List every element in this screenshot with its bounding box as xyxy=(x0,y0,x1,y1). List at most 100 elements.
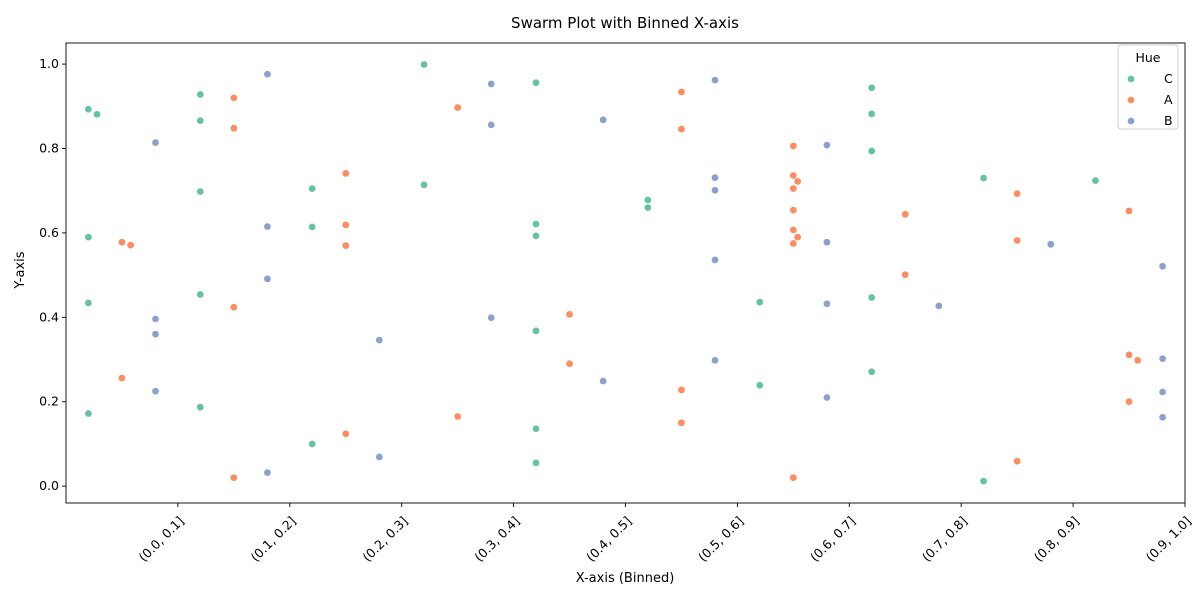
data-point-c xyxy=(1091,176,1100,185)
x-tick-label: (0.4, 0.5] xyxy=(583,513,634,564)
data-point-c xyxy=(979,477,988,485)
data-point-b xyxy=(375,453,384,461)
data-point-a xyxy=(793,177,802,186)
data-point-c xyxy=(308,440,317,448)
data-point-c xyxy=(532,78,540,87)
data-point-c xyxy=(84,233,93,241)
data-point-a xyxy=(230,473,238,482)
data-point-b xyxy=(263,275,272,283)
data-point-c xyxy=(755,381,764,390)
x-tick-label: (0.5, 0.6] xyxy=(695,513,746,564)
y-tick-label: 0.4 xyxy=(39,309,59,324)
y-tick-label: 0.8 xyxy=(39,141,59,156)
data-point-b xyxy=(1158,354,1167,363)
data-point-c xyxy=(308,223,317,231)
data-point-a xyxy=(901,270,910,279)
data-point-c xyxy=(84,409,93,418)
x-tick-label: (0.6, 0.7] xyxy=(807,513,858,564)
data-point-a xyxy=(118,238,126,247)
data-point-c xyxy=(84,299,93,307)
data-point-a xyxy=(1133,356,1142,365)
data-point-b xyxy=(1158,413,1167,422)
data-point-c xyxy=(420,60,428,69)
x-tick-label: (0.7, 0.8] xyxy=(919,513,970,564)
data-point-b xyxy=(1158,388,1167,396)
y-tick-label: 0.0 xyxy=(39,478,59,493)
legend-box xyxy=(1117,44,1179,130)
data-point-b xyxy=(1046,240,1055,249)
y-tick-label: 1.0 xyxy=(39,56,59,71)
data-point-a xyxy=(453,103,462,112)
data-point-c xyxy=(644,203,652,212)
data-point-b xyxy=(487,121,496,129)
data-point-b xyxy=(1158,262,1167,271)
data-point-c xyxy=(93,110,101,119)
x-tick-label: (0.1, 0.2] xyxy=(247,513,298,564)
data-point-a xyxy=(677,418,686,427)
data-point-b xyxy=(711,76,719,84)
data-point-c xyxy=(420,180,428,189)
data-point-c xyxy=(867,147,876,155)
data-point-b xyxy=(711,173,719,182)
data-point-b xyxy=(711,186,719,195)
data-point-a xyxy=(1125,207,1133,215)
data-point-a xyxy=(789,184,798,193)
data-point-c xyxy=(532,424,540,433)
data-point-c xyxy=(867,367,876,376)
data-point-a xyxy=(230,124,238,133)
x-tick-label: (0.3, 0.4] xyxy=(471,513,522,564)
data-point-b xyxy=(263,468,272,477)
data-point-b xyxy=(934,302,943,310)
data-point-a xyxy=(789,171,798,180)
legend-label: B xyxy=(1164,113,1173,128)
data-point-b xyxy=(823,238,831,247)
data-point-a xyxy=(1125,351,1133,359)
legend-marker xyxy=(1127,96,1135,104)
y-axis-title: Y-axis xyxy=(13,251,28,289)
legend: Hue CAB xyxy=(1117,44,1179,130)
x-tick-label: (0.0, 0.1] xyxy=(136,513,187,564)
points-layer xyxy=(84,60,1167,485)
data-point-b xyxy=(487,80,496,88)
legend-label: C xyxy=(1164,71,1173,86)
data-point-a xyxy=(677,125,686,133)
data-point-c xyxy=(644,196,652,204)
data-point-a xyxy=(230,94,238,102)
data-point-c xyxy=(532,220,540,228)
data-point-a xyxy=(789,473,798,482)
data-point-c xyxy=(867,83,876,92)
data-point-b xyxy=(823,299,831,308)
x-axis-title: X-axis (Binned) xyxy=(576,571,675,586)
data-point-b xyxy=(599,377,607,385)
legend-label: A xyxy=(1164,92,1173,107)
data-point-a xyxy=(341,221,350,229)
legend-marker xyxy=(1127,75,1135,83)
data-point-b xyxy=(263,222,272,231)
data-point-b xyxy=(599,115,607,124)
x-tick-label: (0.2, 0.3] xyxy=(359,513,410,564)
data-point-b xyxy=(823,393,831,402)
y-tick-label: 0.2 xyxy=(39,394,59,409)
data-point-b xyxy=(151,138,160,147)
data-point-a xyxy=(1013,189,1022,198)
data-point-a xyxy=(341,429,350,438)
legend-marker xyxy=(1127,117,1135,125)
axes-layer: 0.0 0.2 0.4 0.6 0.8 1.0 (0.0, 0.1] (0.1, 0.2] (0… xyxy=(39,42,1194,565)
data-point-a xyxy=(793,233,802,241)
data-point-c xyxy=(532,326,540,335)
data-point-a xyxy=(341,169,350,178)
data-point-b xyxy=(487,313,496,322)
data-point-c xyxy=(196,403,205,412)
data-point-b xyxy=(151,330,160,339)
data-point-c xyxy=(532,232,540,240)
data-point-b xyxy=(711,256,719,264)
data-point-a xyxy=(1125,397,1133,406)
x-tick-label: (0.9, 1.0] xyxy=(1143,513,1194,564)
data-point-c xyxy=(196,116,205,125)
data-point-a xyxy=(789,206,798,214)
data-point-c xyxy=(755,298,764,306)
legend-title: Hue xyxy=(1135,50,1160,65)
data-point-a xyxy=(453,412,462,421)
data-point-c xyxy=(867,293,876,302)
data-point-a xyxy=(677,88,686,96)
